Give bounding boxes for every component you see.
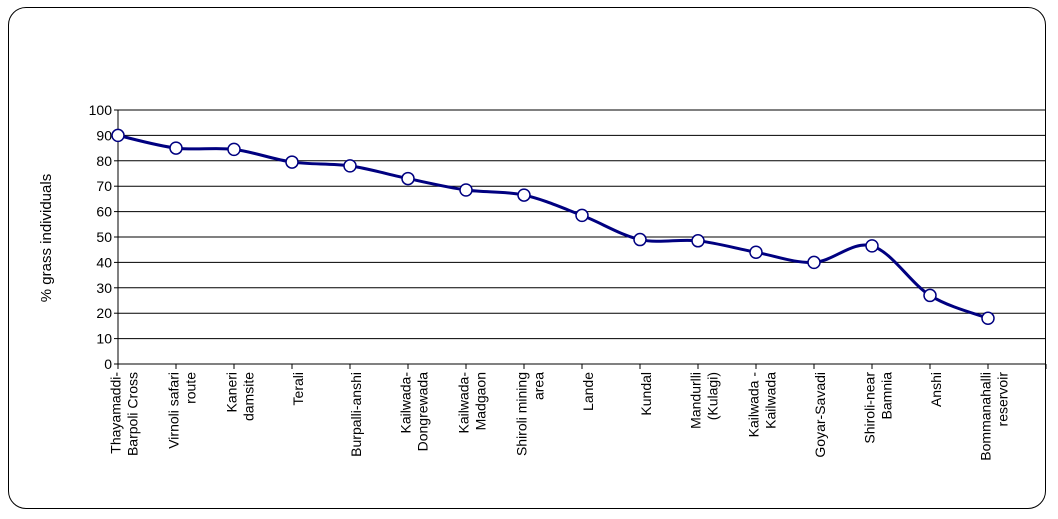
data-point xyxy=(691,234,705,248)
data-point xyxy=(633,232,647,247)
x-category-label-line: Shiroli mining xyxy=(514,372,530,456)
x-category-label-line: Bommanahalli xyxy=(978,372,994,461)
y-tick-label: 70 xyxy=(96,178,112,194)
y-tick-label: 0 xyxy=(104,356,112,372)
x-category-label-line: Bamnia xyxy=(879,372,895,420)
x-category-label-line: Virnoli safari xyxy=(166,372,182,449)
x-category-label-line: Kailwada- xyxy=(398,372,414,434)
x-category-label-line: Anshi xyxy=(928,372,944,407)
data-point xyxy=(981,311,995,326)
x-category-label: Kailwada - Kailwada xyxy=(746,372,779,438)
x-category-labels: Thayamaddi- Barpoli Cross Virnoli safari ro… xyxy=(108,372,1011,461)
data-point xyxy=(169,141,183,155)
y-tick-label: 80 xyxy=(96,153,112,169)
data-point xyxy=(575,208,589,223)
y-tick-label: 90 xyxy=(96,127,112,143)
y-tick-label: 60 xyxy=(96,204,112,220)
gridlines xyxy=(114,109,1046,365)
y-tick-label: 20 xyxy=(96,305,112,321)
data-point xyxy=(111,128,125,143)
x-category-label-line: Terali xyxy=(290,372,306,405)
y-tick-label: 10 xyxy=(96,331,112,347)
y-tick-label: 40 xyxy=(96,254,112,270)
x-category-label-line: reservoir xyxy=(995,372,1011,427)
y-tick-label: 30 xyxy=(96,280,112,296)
x-category-label-line: area xyxy=(531,372,547,400)
x-category-label-line: Burpalli-anshi xyxy=(348,372,364,457)
x-category-label: Shiroli-near Bamnia xyxy=(862,372,895,444)
x-category-label-line: Lande xyxy=(580,372,596,411)
x-category-label-line: Kailwada - xyxy=(746,372,762,438)
data-point xyxy=(459,183,473,197)
x-category-label: Bommanahalli reservoir xyxy=(978,372,1011,461)
data-point xyxy=(807,255,821,270)
x-category-label: Burpalli-anshi xyxy=(348,372,364,457)
x-category-label-line: Madgaon xyxy=(473,372,489,430)
y-axis-label: % grass individuals xyxy=(38,174,55,302)
x-category-label: Kailwada- Madgaon xyxy=(456,372,489,434)
series-line xyxy=(117,133,989,320)
data-point xyxy=(343,159,357,173)
y-tick-label: 100 xyxy=(89,102,113,118)
x-category-label-line: Dongrewada xyxy=(415,372,431,452)
data-point xyxy=(401,171,415,186)
x-category-label: Kailwada- Dongrewada xyxy=(398,372,431,452)
data-point xyxy=(285,155,299,169)
x-category-label-line: Thayamaddi- xyxy=(108,372,124,454)
x-category-label: Thayamaddi- Barpoli Cross xyxy=(108,372,141,456)
x-category-label: Kundal xyxy=(638,372,654,416)
data-markers xyxy=(111,128,995,326)
x-category-label-line: Shiroli-near xyxy=(862,372,878,444)
x-category-label-line: (Kulagi) xyxy=(705,372,721,420)
x-category-label-line: Kailwada xyxy=(763,372,779,429)
axes xyxy=(117,110,1047,369)
x-category-label-line: Kundal xyxy=(638,372,654,416)
x-category-label: Lande xyxy=(580,372,596,411)
x-category-label-line: damsite xyxy=(241,372,257,421)
data-point xyxy=(749,245,763,259)
x-category-label: Kaneri damsite xyxy=(224,372,257,421)
x-category-label: Terali xyxy=(290,372,306,405)
data-point xyxy=(865,239,879,253)
x-category-label: Shiroli mining area xyxy=(514,372,547,456)
x-category-label: Anshi xyxy=(928,372,944,407)
x-category-label-line: Goyar-Savadi xyxy=(812,372,828,458)
chart-frame xyxy=(8,7,1046,509)
x-category-label-line: Kailwada- xyxy=(456,372,472,434)
x-category-label: Virnoli safari route xyxy=(166,372,199,449)
x-category-label-line: route xyxy=(183,372,199,404)
x-category-label: Mandurlli (Kulagi) xyxy=(688,372,721,429)
y-tick-labels: 0 10 20 30 40 50 60 70 80 90 100 xyxy=(89,102,113,372)
x-category-label-line: Kaneri xyxy=(224,372,240,412)
y-tick-label: 50 xyxy=(96,229,112,245)
data-point xyxy=(517,188,531,202)
data-point xyxy=(923,288,937,303)
data-point xyxy=(227,142,241,157)
x-category-label-line: Mandurlli xyxy=(688,372,704,429)
x-category-label: Goyar-Savadi xyxy=(812,372,828,458)
x-category-label-line: Barpoli Cross xyxy=(125,372,141,456)
